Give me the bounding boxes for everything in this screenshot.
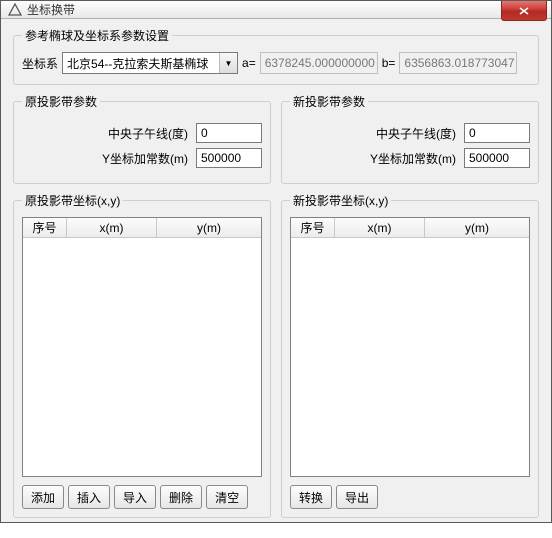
orig-meridian-label: 中央子午线(度) bbox=[108, 125, 188, 142]
import-button[interactable]: 导入 bbox=[114, 485, 156, 509]
close-button[interactable] bbox=[501, 1, 547, 21]
content-area: 参考椭球及坐标系参数设置 坐标系 北京54--克拉索夫斯基椭球 ▼ a= 637… bbox=[1, 19, 551, 538]
new-coords-table[interactable]: 序号 x(m) y(m) bbox=[290, 217, 530, 477]
coord-label: 坐标系 bbox=[22, 55, 58, 72]
convert-button[interactable]: 转换 bbox=[290, 485, 332, 509]
new-coords-fieldset: 新投影带坐标(x,y) 序号 x(m) y(m) 转换 导出 bbox=[281, 192, 539, 518]
app-icon bbox=[7, 2, 23, 18]
new-params-legend: 新投影带参数 bbox=[290, 93, 368, 110]
orig-params-legend: 原投影带参数 bbox=[22, 93, 100, 110]
new-meridian-input[interactable] bbox=[464, 123, 530, 143]
ellipsoid-legend: 参考椭球及坐标系参数设置 bbox=[22, 27, 172, 44]
export-button[interactable]: 导出 bbox=[336, 485, 378, 509]
new-col-y: y(m) bbox=[425, 218, 529, 237]
orig-yconst-label: Y坐标加常数(m) bbox=[102, 150, 188, 167]
orig-col-index: 序号 bbox=[23, 218, 67, 237]
orig-col-y: y(m) bbox=[157, 218, 261, 237]
add-button[interactable]: 添加 bbox=[22, 485, 64, 509]
new-table-header: 序号 x(m) y(m) bbox=[291, 218, 529, 238]
new-coords-legend: 新投影带坐标(x,y) bbox=[290, 192, 391, 209]
insert-button[interactable]: 插入 bbox=[68, 485, 110, 509]
orig-table-header: 序号 x(m) y(m) bbox=[23, 218, 261, 238]
new-yconst-input[interactable] bbox=[464, 148, 530, 168]
new-meridian-label: 中央子午线(度) bbox=[376, 125, 456, 142]
new-col-index: 序号 bbox=[291, 218, 335, 237]
new-params-fieldset: 新投影带参数 中央子午线(度) Y坐标加常数(m) bbox=[281, 93, 539, 184]
a-value-field: 6378245.000000000 bbox=[260, 52, 378, 74]
orig-col-x: x(m) bbox=[67, 218, 157, 237]
params-columns: 原投影带参数 中央子午线(度) Y坐标加常数(m) 新投影带参数 中央子午线(度… bbox=[13, 93, 539, 192]
chevron-down-icon: ▼ bbox=[219, 53, 237, 73]
tables-columns: 原投影带坐标(x,y) 序号 x(m) y(m) 添加 插入 导入 删除 清空 bbox=[13, 192, 539, 526]
window: 坐标换带 参考椭球及坐标系参数设置 坐标系 北京54--克拉索夫斯基椭球 ▼ a… bbox=[0, 0, 552, 523]
coord-system-value: 北京54--克拉索夫斯基椭球 bbox=[63, 55, 219, 72]
orig-button-row: 添加 插入 导入 删除 清空 bbox=[22, 485, 262, 509]
orig-coords-fieldset: 原投影带坐标(x,y) 序号 x(m) y(m) 添加 插入 导入 删除 清空 bbox=[13, 192, 271, 518]
window-title: 坐标换带 bbox=[27, 1, 551, 18]
delete-button[interactable]: 删除 bbox=[160, 485, 202, 509]
new-yconst-label: Y坐标加常数(m) bbox=[370, 150, 456, 167]
coord-system-combo[interactable]: 北京54--克拉索夫斯基椭球 ▼ bbox=[62, 52, 238, 74]
clear-button[interactable]: 清空 bbox=[206, 485, 248, 509]
b-value-field: 6356863.018773047 bbox=[399, 52, 517, 74]
a-label: a= bbox=[242, 56, 256, 70]
orig-meridian-input[interactable] bbox=[196, 123, 262, 143]
orig-yconst-input[interactable] bbox=[196, 148, 262, 168]
new-button-row: 转换 导出 bbox=[290, 485, 530, 509]
titlebar: 坐标换带 bbox=[1, 1, 551, 19]
orig-coords-legend: 原投影带坐标(x,y) bbox=[22, 192, 123, 209]
new-col-x: x(m) bbox=[335, 218, 425, 237]
ellipsoid-row: 坐标系 北京54--克拉索夫斯基椭球 ▼ a= 6378245.00000000… bbox=[22, 52, 530, 74]
orig-coords-table[interactable]: 序号 x(m) y(m) bbox=[22, 217, 262, 477]
orig-params-fieldset: 原投影带参数 中央子午线(度) Y坐标加常数(m) bbox=[13, 93, 271, 184]
b-label: b= bbox=[382, 56, 396, 70]
ellipsoid-fieldset: 参考椭球及坐标系参数设置 坐标系 北京54--克拉索夫斯基椭球 ▼ a= 637… bbox=[13, 27, 539, 85]
